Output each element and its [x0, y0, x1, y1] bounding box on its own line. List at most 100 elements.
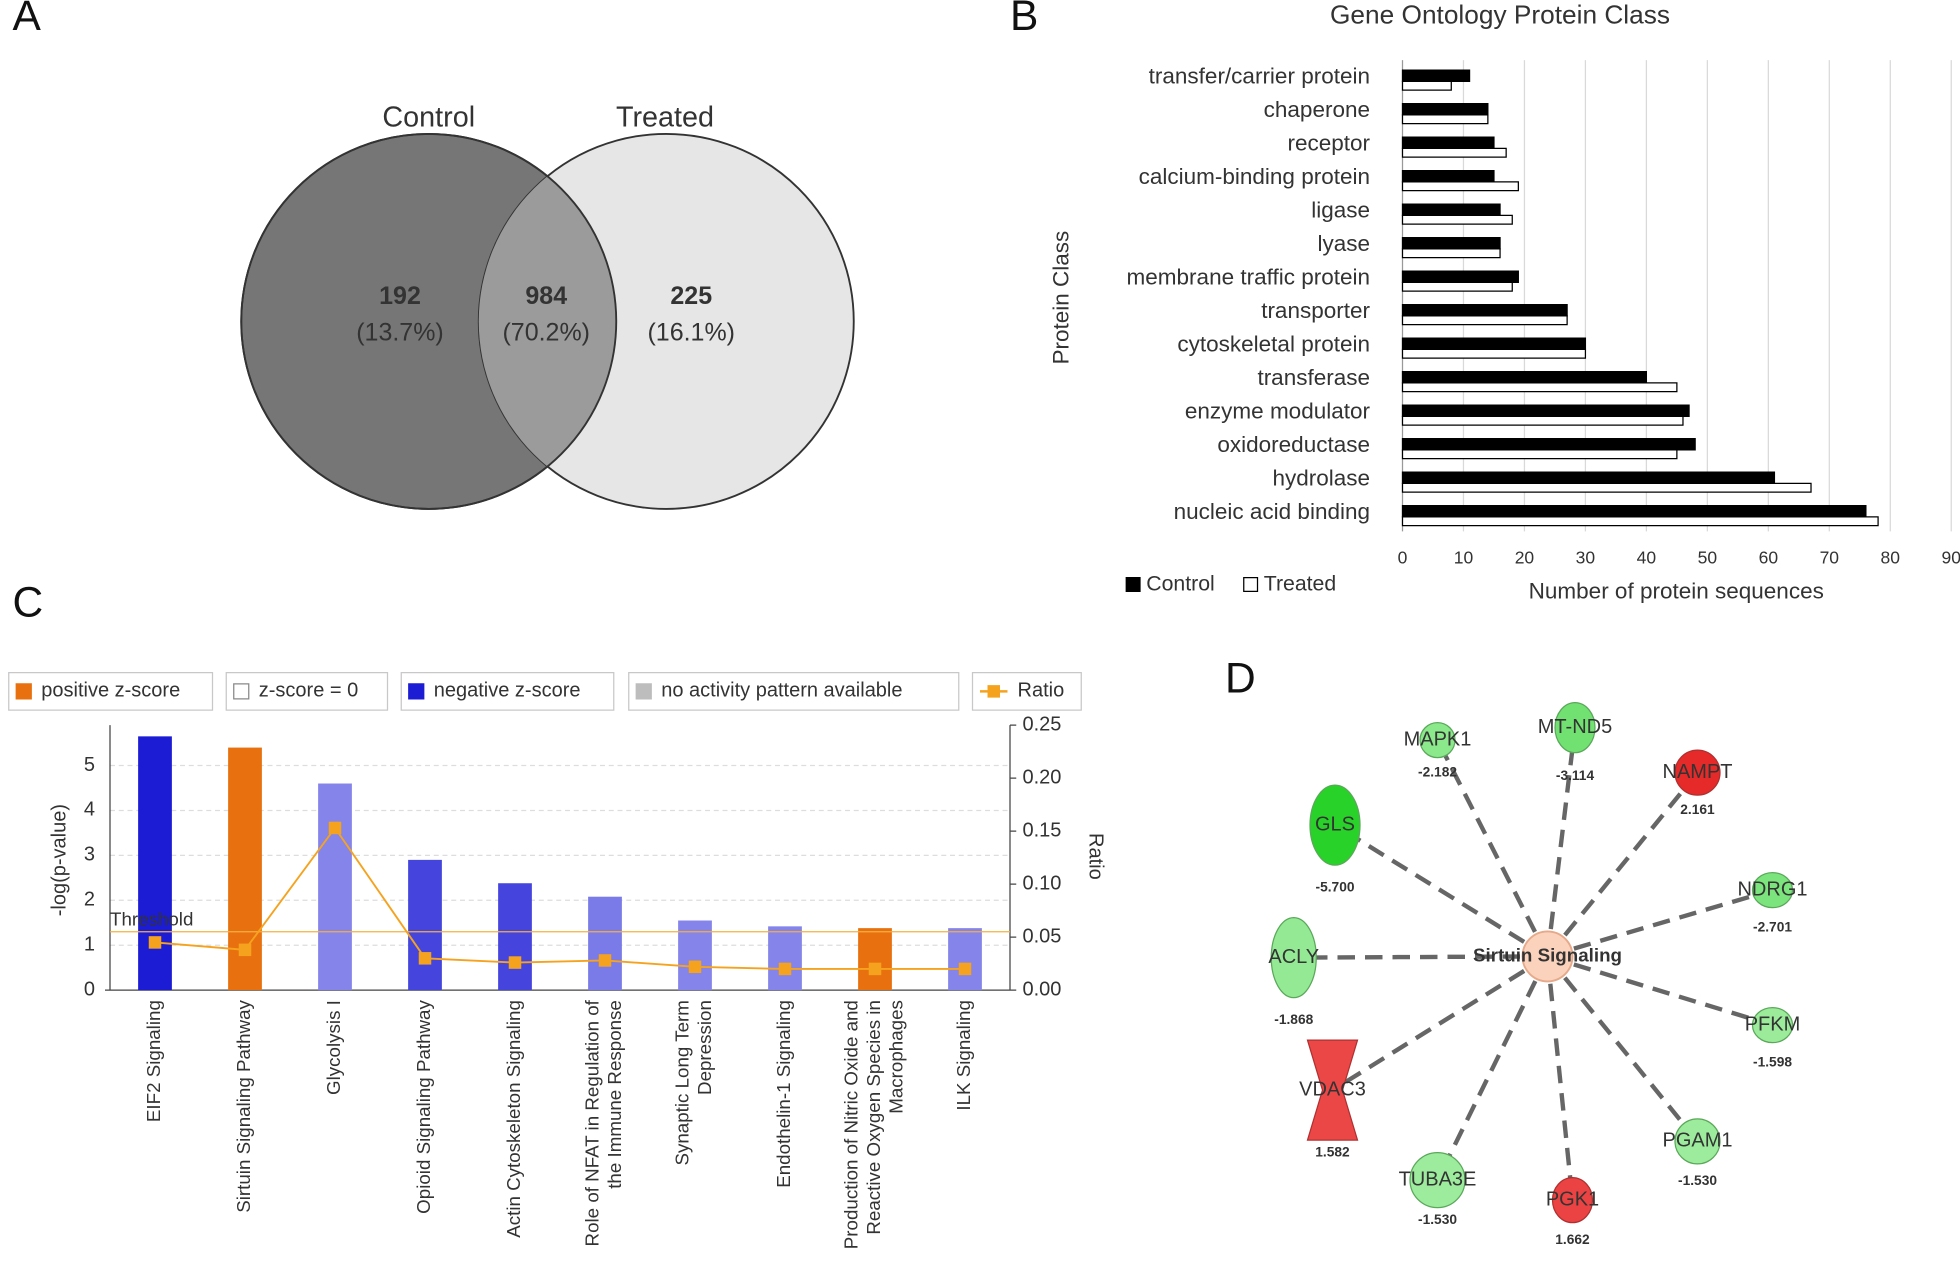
region-percent: (70.2%)	[502, 318, 590, 346]
bar	[1401, 69, 1471, 83]
ratio-marker	[148, 936, 162, 949]
y2-tick-label: 0.10	[1023, 872, 1062, 894]
x-tick-label: Synaptic Long Term	[672, 1000, 693, 1165]
x-tick-label: Opioid Signaling Pathway	[413, 1000, 434, 1214]
x-axis-label: Number of protein sequences	[1529, 579, 1824, 604]
node-shape	[1419, 722, 1456, 759]
node-label: PGK1	[1546, 1188, 1599, 1210]
x-tick-label: 0	[1398, 548, 1408, 568]
venn-outline	[240, 132, 618, 510]
ratio-marker	[508, 956, 522, 969]
x-tick-label: Reactive Oxygen Species in	[863, 1000, 884, 1235]
legend-swatch	[635, 683, 652, 700]
y-tick-label: 0	[84, 978, 95, 1000]
x-tick-label: 20	[1515, 548, 1535, 568]
x-tick-label: 90	[1942, 548, 1960, 568]
bar	[1401, 181, 1519, 192]
bar	[1401, 449, 1678, 460]
bar	[1401, 371, 1648, 384]
bar	[1401, 471, 1776, 485]
bar	[1401, 80, 1452, 91]
edge	[1545, 727, 1578, 957]
center-node	[1521, 930, 1574, 983]
node-value: -2.182	[1418, 764, 1457, 779]
x-tick-label: 40	[1637, 548, 1657, 568]
bar	[1401, 415, 1684, 426]
y-tick-label: enzyme modulator	[1185, 399, 1371, 424]
legend-swatch	[1125, 577, 1141, 592]
node-label: GLS	[1315, 813, 1355, 835]
bar	[1401, 214, 1513, 225]
panel-label: A	[13, 0, 42, 40]
legend-box	[8, 672, 214, 711]
node-value: -1.598	[1753, 1054, 1792, 1069]
y-axis-label: -log(p-value)	[48, 804, 70, 916]
legend-label: Treated	[1264, 572, 1336, 596]
node-value: 2.161	[1680, 802, 1715, 817]
node-shape	[1309, 784, 1361, 866]
legend-label: Control	[1146, 572, 1215, 596]
x-tick-label: Depression	[694, 1000, 715, 1095]
y-tick-label: 5	[84, 754, 95, 776]
legend-swatch	[1243, 577, 1259, 592]
region-count: 984	[525, 282, 567, 310]
panel-label: B	[1010, 0, 1038, 40]
y-tick-label: ligase	[1311, 198, 1370, 223]
y-tick-label: 3	[84, 844, 95, 866]
edge	[1435, 955, 1550, 1182]
legend-label: no activity pattern available	[661, 680, 902, 702]
edge	[1435, 739, 1550, 958]
edge	[1333, 823, 1549, 959]
ratio-marker	[688, 960, 702, 974]
y-tick-label: receptor	[1287, 131, 1370, 156]
region-count: 192	[379, 282, 421, 310]
bar	[1401, 248, 1501, 259]
x-tick-label: ILK Signaling	[953, 1000, 974, 1111]
node-label: PGAM1	[1662, 1130, 1732, 1152]
y2-axis-label: Ratio	[1085, 833, 1107, 880]
y-axis-label: Protein Class	[1048, 231, 1073, 365]
bar	[948, 928, 982, 991]
y-tick-label: calcium-binding protein	[1139, 164, 1370, 189]
y2-tick-label: 0.00	[1023, 978, 1062, 1000]
node-value: -1.530	[1418, 1212, 1457, 1227]
edge	[1545, 771, 1700, 958]
node-shape	[1751, 1007, 1794, 1044]
ratio-marker	[868, 962, 882, 976]
panel-label: C	[13, 579, 44, 626]
bar	[1401, 203, 1501, 216]
bar	[1401, 103, 1489, 116]
x-tick-label: Glycolysis I	[323, 1000, 344, 1095]
bar	[1401, 237, 1501, 250]
legend-label: z-score = 0	[259, 680, 358, 702]
bar	[1401, 169, 1495, 183]
x-tick-label: EIF2 Signaling	[143, 1000, 164, 1122]
node-label: PFKM	[1745, 1013, 1801, 1035]
node-shape	[1751, 872, 1794, 909]
y-tick-label: 4	[84, 799, 95, 821]
y-tick-label: lyase	[1317, 231, 1370, 256]
bar	[1401, 504, 1867, 518]
bar	[1401, 516, 1879, 527]
ratio-marker	[778, 962, 792, 976]
x-tick-label: 30	[1576, 548, 1596, 568]
node-label: NAMPT	[1663, 761, 1733, 783]
bar	[1401, 482, 1812, 493]
x-tick-label: Macrophages	[885, 1000, 906, 1114]
bar	[1401, 304, 1568, 317]
ratio-marker	[328, 821, 342, 835]
bar	[1401, 382, 1678, 393]
bar	[1401, 114, 1489, 125]
y2-tick-label: 0.25	[1023, 713, 1062, 735]
y-tick-label: transfer/carrier protein	[1149, 64, 1370, 89]
y-tick-label: nucleic acid binding	[1174, 499, 1370, 524]
node-shape	[1674, 749, 1721, 796]
bar	[1401, 136, 1495, 149]
x-tick-label: 50	[1698, 548, 1718, 568]
ratio-marker	[418, 952, 432, 965]
node-shape	[1306, 1039, 1359, 1141]
node-shape	[1409, 1152, 1466, 1209]
ratio-marker	[958, 962, 972, 976]
edge	[1546, 888, 1774, 959]
